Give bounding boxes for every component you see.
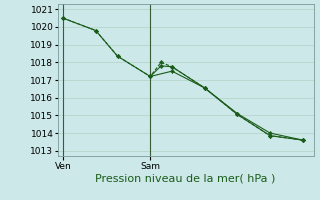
X-axis label: Pression niveau de la mer( hPa ): Pression niveau de la mer( hPa )	[95, 173, 276, 183]
